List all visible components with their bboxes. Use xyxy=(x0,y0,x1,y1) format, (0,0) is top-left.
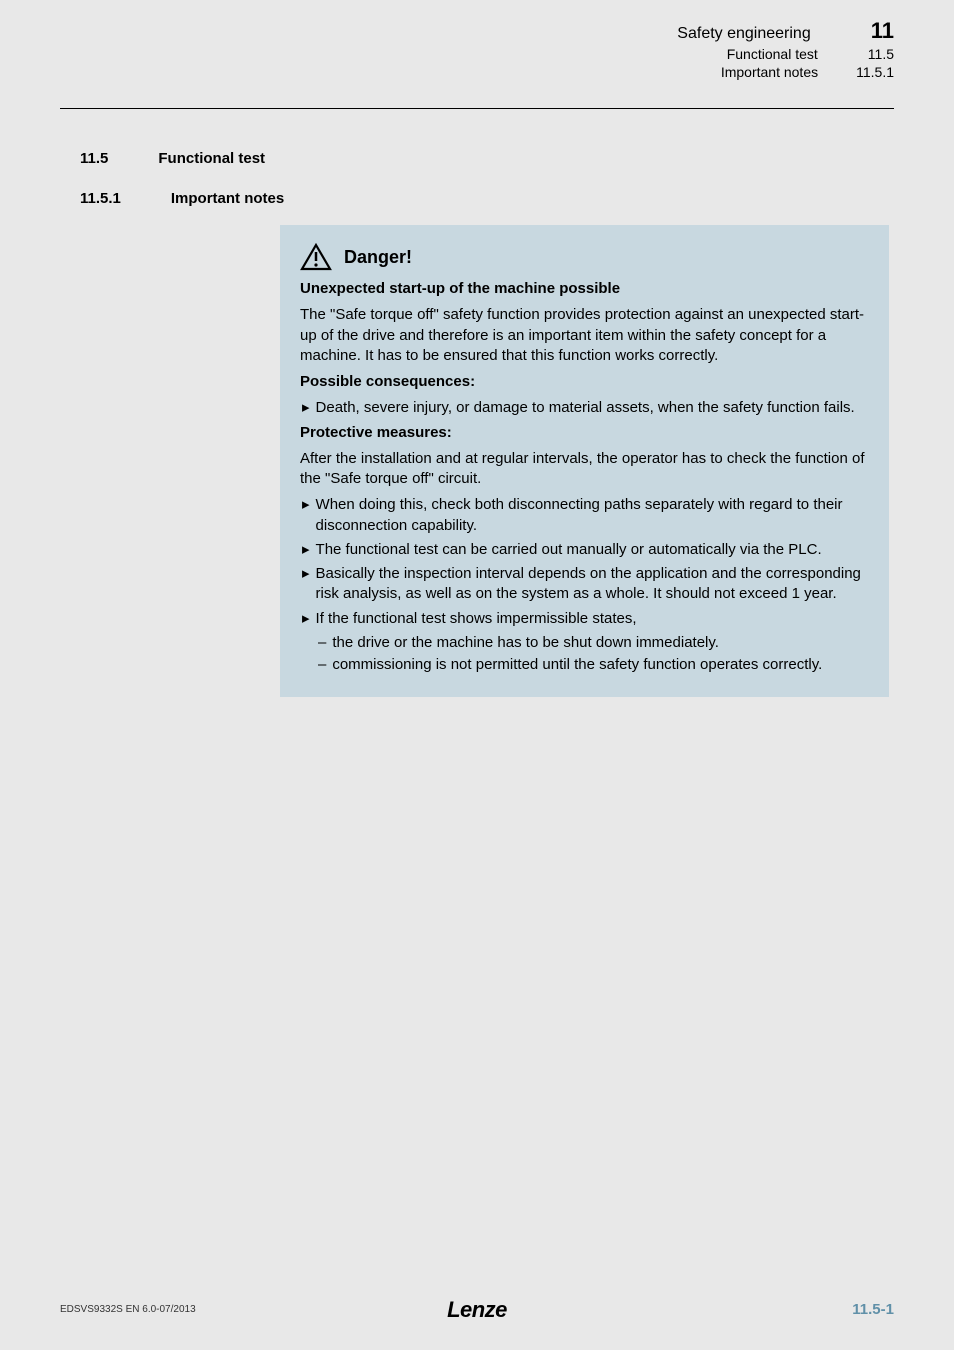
measure-b4b-text: commissioning is not permitted until the… xyxy=(332,655,822,675)
footer-doc-id: EDSVS9332S EN 6.0-07/2013 xyxy=(60,1304,196,1315)
section1-num: 11.5 xyxy=(80,150,108,167)
header-sub1-label: Functional test xyxy=(727,46,818,62)
danger-intro: The "Safe torque off" safety function pr… xyxy=(300,305,869,366)
measure-b2-text: The functional test can be carried out m… xyxy=(316,540,822,560)
dash-marker-icon: – xyxy=(318,633,326,653)
bullet-marker-icon: ▸ xyxy=(302,495,310,536)
section-heading-2: 11.5.1 Important notes xyxy=(80,190,284,207)
measure-bullet-4: ▸ If the functional test shows impermiss… xyxy=(300,609,869,629)
header-sub2-label: Important notes xyxy=(721,64,818,80)
measure-bullet-1: ▸ When doing this, check both disconnect… xyxy=(300,495,869,536)
danger-subtitle: Unexpected start-up of the machine possi… xyxy=(300,279,869,299)
measure-bullet-2: ▸ The functional test can be carried out… xyxy=(300,540,869,560)
measure-b4a-text: the drive or the machine has to be shut … xyxy=(332,633,719,653)
header-title: Safety engineering xyxy=(677,25,810,43)
header-sub1-num: 11.5 xyxy=(868,46,894,62)
danger-callout: Danger! Unexpected start-up of the machi… xyxy=(280,225,889,697)
footer-logo: Lenze xyxy=(447,1297,507,1323)
measures-intro: After the installation and at regular in… xyxy=(300,449,869,490)
bullet-marker-icon: ▸ xyxy=(302,398,310,418)
consequences-label: Possible consequences: xyxy=(300,372,869,392)
footer-page-number: 11.5-1 xyxy=(852,1301,894,1318)
dash-marker-icon: – xyxy=(318,655,326,675)
header-sub-row-2: Important notes 11.5.1 xyxy=(677,64,894,80)
header-sub2-num: 11.5.1 xyxy=(856,64,894,80)
bullet-marker-icon: ▸ xyxy=(302,564,310,605)
measure-b3-text: Basically the inspection interval depend… xyxy=(316,564,869,605)
consequences-item: ▸ Death, severe injury, or damage to mat… xyxy=(300,398,869,418)
measure-sub-4b: – commissioning is not permitted until t… xyxy=(300,655,869,675)
danger-header: Danger! xyxy=(300,243,869,271)
measure-b1-text: When doing this, check both disconnectin… xyxy=(316,495,869,536)
measure-b4-text: If the functional test shows impermissib… xyxy=(316,609,637,629)
page-footer: EDSVS9332S EN 6.0-07/2013 Lenze 11.5-1 xyxy=(60,1301,894,1318)
consequences-text: Death, severe injury, or damage to mater… xyxy=(316,398,855,418)
section2-num: 11.5.1 xyxy=(80,190,121,207)
measures-label: Protective measures: xyxy=(300,423,869,443)
page-header: Safety engineering 11 Functional test 11… xyxy=(677,18,894,80)
header-sub-row-1: Functional test 11.5 xyxy=(677,46,894,62)
danger-title: Danger! xyxy=(344,247,412,268)
danger-body: Unexpected start-up of the machine possi… xyxy=(300,279,869,675)
section1-title: Functional test xyxy=(158,150,265,167)
warning-triangle-icon xyxy=(300,243,332,271)
header-divider xyxy=(60,108,894,109)
header-chapter: 11 xyxy=(871,18,894,44)
section-heading-1: 11.5 Functional test xyxy=(80,150,265,167)
section2-title: Important notes xyxy=(171,190,284,207)
measure-bullet-3: ▸ Basically the inspection interval depe… xyxy=(300,564,869,605)
bullet-marker-icon: ▸ xyxy=(302,609,310,629)
bullet-marker-icon: ▸ xyxy=(302,540,310,560)
measure-sub-4a: – the drive or the machine has to be shu… xyxy=(300,633,869,653)
header-main-row: Safety engineering 11 xyxy=(677,18,894,44)
